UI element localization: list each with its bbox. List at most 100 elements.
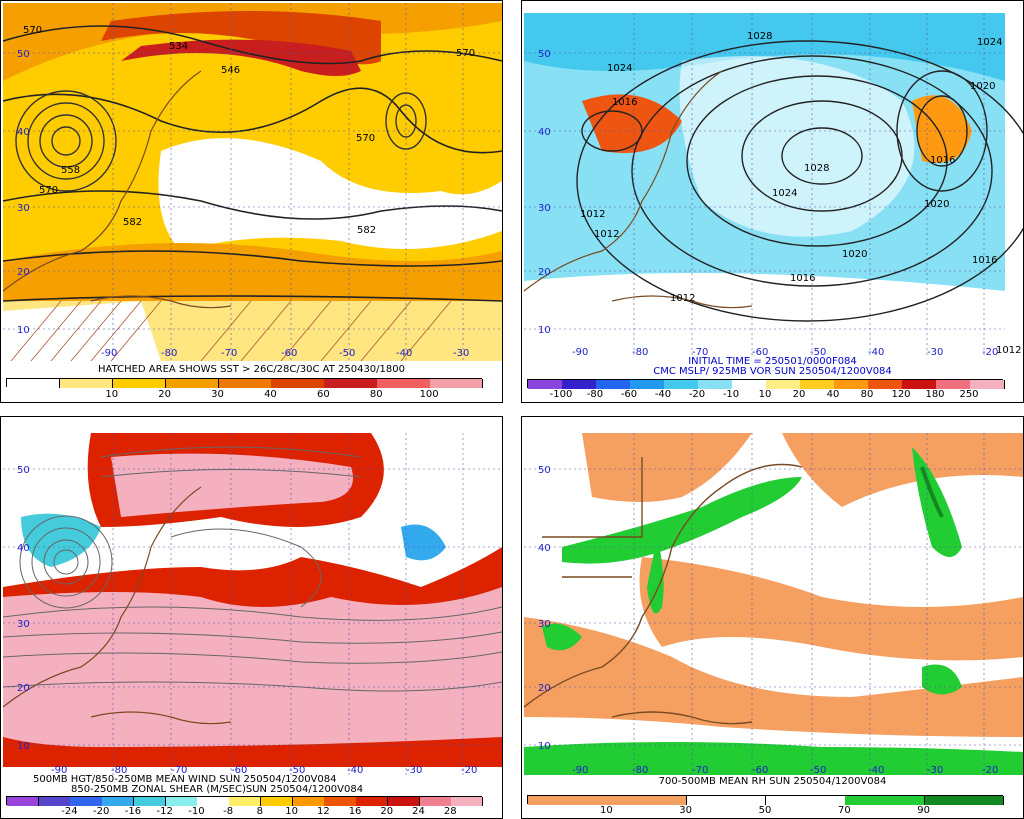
lon-label-20: -20: [982, 765, 998, 776]
contour-label: 1012: [670, 293, 695, 304]
colorbar-segment: [936, 380, 971, 389]
vor-band-tropical: [524, 273, 1005, 358]
colorbar-segment: [387, 797, 421, 806]
lon-label-60: -60: [231, 765, 247, 776]
lon-label-50: -50: [810, 347, 826, 358]
colorbar-segment: [834, 380, 869, 389]
colorbar-segment: [630, 380, 665, 389]
lon-label-30: -30: [453, 348, 469, 359]
contour-label: 1016: [612, 97, 637, 108]
rh-moist-core: [920, 466, 944, 518]
colorbar-segment: [377, 379, 431, 388]
colorbar-tick-label: 30: [679, 805, 693, 816]
lat-label-20: 20: [17, 683, 30, 694]
rh-moist-front: [562, 477, 802, 564]
colorbar-tick-label: 20: [158, 389, 172, 400]
rh-dry-northeast: [782, 433, 1023, 507]
lat-label-10: 10: [538, 325, 551, 336]
colorbar-tick-label: -12: [156, 806, 173, 817]
colorbar-tick-label: 12: [316, 806, 330, 817]
lon-label-40: -40: [868, 347, 884, 358]
colorbar-tick-label: 80: [369, 389, 383, 400]
colorbar-tick-label: -100: [549, 389, 573, 400]
colorbar-segment: [324, 379, 378, 388]
contour-label: 558: [61, 165, 80, 176]
colorbar-labels-bottom-right: 10 30 50 70 90: [527, 806, 1003, 817]
colorbar-segment: [7, 379, 61, 388]
colorbar-segment: [112, 379, 167, 388]
colorbar-tick-label: 60: [316, 389, 330, 400]
caption-line2: 850-250MB ZONAL SHEAR (M/SEC)SUN 250504/…: [71, 784, 364, 795]
shear-easterly-east: [401, 524, 446, 561]
colorbar-segment: [562, 380, 597, 389]
colorbar-labels-bottom-left: -24 -20 -16 -12 -10 -8 8 10 12 16 20 24 28: [6, 807, 482, 818]
coastlines-and-borders: [523, 457, 803, 725]
lon-label-60: -60: [281, 348, 297, 359]
panel-mslp-vorticity: 50 40 30 20 10 -90 -80 -70 -60 -50 -40 -…: [521, 0, 1024, 403]
contour-label: 534: [169, 41, 188, 52]
lat-lon-grid: [524, 433, 1023, 775]
colorbar-tick-label: 120: [891, 389, 911, 400]
lat-label-10: 10: [17, 741, 30, 752]
lon-label-20: -20: [461, 765, 477, 776]
lat-label-30: 30: [538, 619, 551, 630]
colorbar-segment: [260, 797, 294, 806]
colorbar-segment: [924, 796, 1005, 805]
colorbar-segment: [165, 797, 198, 806]
contour-label: 1020: [842, 249, 867, 260]
colorbar-segment: [766, 380, 801, 389]
colorbar-tick-label: 40: [264, 389, 277, 400]
lon-label-80: -80: [161, 348, 177, 359]
contour-label: 1016: [930, 155, 955, 166]
height-contours: [2, 25, 502, 302]
contour-label: 1020: [924, 199, 949, 210]
shear-north-jet-max: [111, 453, 353, 517]
colorbar-segment: [133, 797, 167, 806]
lat-label-50: 50: [538, 49, 551, 60]
contour-label: 1024: [977, 37, 1002, 48]
lon-label-90: -90: [101, 348, 117, 359]
lon-label-80: -80: [632, 347, 648, 358]
lon-label-70: -70: [692, 347, 708, 358]
lat-label-20: 20: [538, 267, 551, 278]
lat-lon-grid: [524, 13, 1005, 358]
colorbar-segment: [451, 797, 484, 806]
colorbar-tick-label: 80: [860, 389, 874, 400]
lon-label-30: -30: [927, 765, 943, 776]
lon-label-40: -40: [868, 765, 884, 776]
band-jet-max: [121, 39, 361, 76]
lat-label-20: 20: [538, 683, 551, 694]
colorbar-tick-label: -16: [124, 806, 142, 817]
contour-label: 570: [23, 25, 42, 36]
colorbar-tick-label: 16: [348, 806, 362, 817]
lat-label-40: 40: [538, 127, 551, 138]
contour-label: 1028: [804, 163, 829, 174]
colorbar-tick-label: 50: [758, 805, 772, 816]
lon-label-40: -40: [396, 348, 412, 359]
colorbar-tick-label: -20: [688, 389, 706, 400]
map-500mb-height: 50 40 30 20 10 -90 -80 -70 -60 -50 -40 -…: [1, 1, 502, 402]
colorbar-segment: [7, 797, 40, 806]
contour-label: 570: [456, 48, 475, 59]
area-calm-center: [158, 138, 502, 251]
contour-label: 1012: [580, 209, 605, 220]
colorbar-segment: [59, 379, 114, 388]
colorbar-segment: [430, 379, 484, 388]
lon-label-30: -30: [406, 765, 422, 776]
colorbar-segment: [686, 796, 767, 805]
colorbar-segment: [271, 379, 325, 388]
colorbar-tick-label: 20: [792, 389, 806, 400]
lon-label-70: -70: [692, 765, 708, 776]
colorbar-segment: [732, 380, 767, 389]
colorbar-bottom-left: [6, 796, 484, 806]
rh-moist-coast: [647, 537, 664, 614]
colorbar-segment: [664, 380, 699, 389]
colorbar-segment: [356, 797, 389, 806]
contour-label: 570: [356, 133, 375, 144]
coastlines: [2, 486, 232, 725]
rh-dry-south: [524, 617, 1023, 737]
lat-label-40: 40: [538, 543, 551, 554]
contour-label: 582: [357, 225, 376, 236]
colorbar-tick-label: 90: [917, 805, 931, 816]
colorbar-tick-label: 10: [285, 806, 298, 817]
